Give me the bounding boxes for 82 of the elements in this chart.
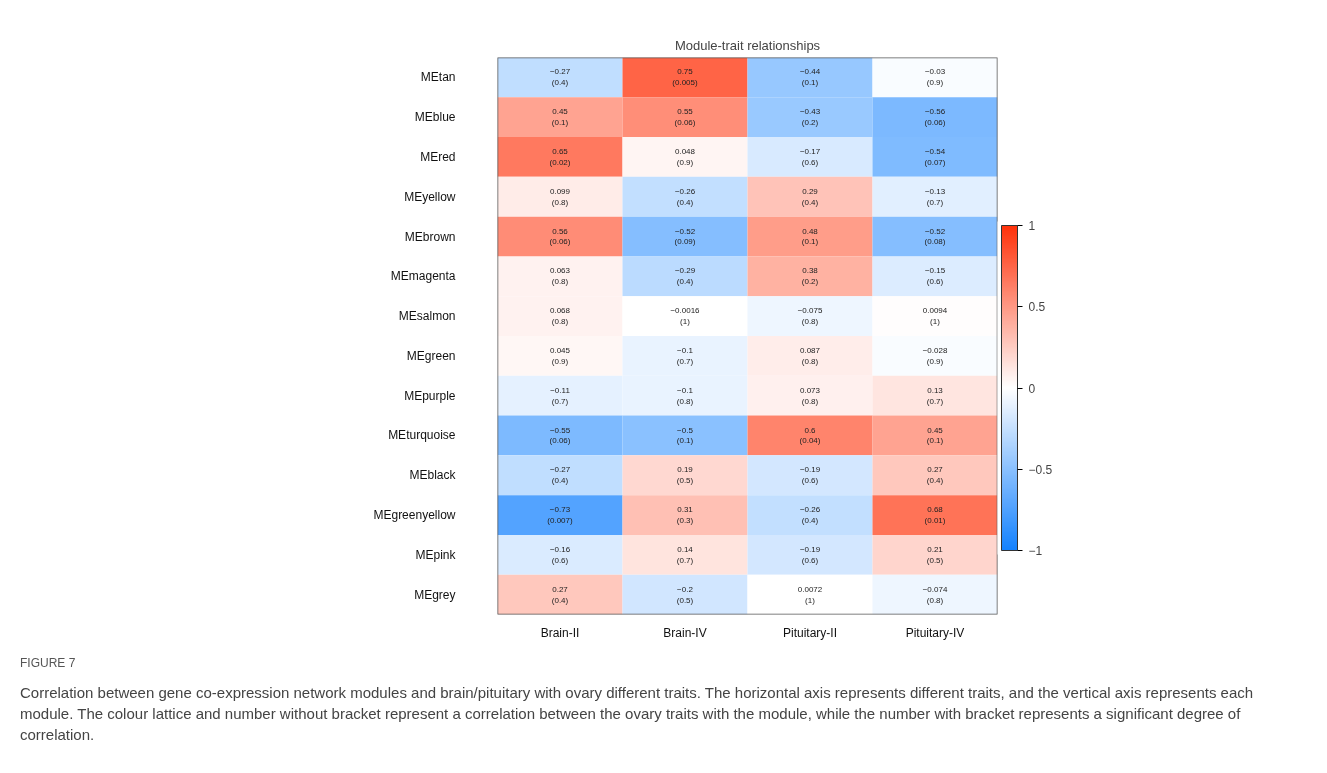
data-label: 0.099 (0.8) (549, 186, 571, 207)
data-label: −0.52 (0.09) (674, 226, 696, 247)
data-label: −0.5 (0.1) (676, 425, 694, 446)
data-label: 0.063 (0.8) (549, 266, 571, 287)
y-tick-label: MEgreenyellow (373, 508, 456, 523)
data-label: −0.55 (0.06) (549, 425, 571, 446)
data-label: −0.0016 (1) (670, 306, 701, 327)
color-bar-label: 0 (1028, 381, 1036, 396)
data-label: 0.56 (0.06) (549, 226, 571, 247)
y-tick-label: MEred (420, 149, 456, 164)
x-tick-label: Brain-IV (663, 625, 707, 640)
data-label: −0.13 (0.7) (924, 186, 946, 207)
chart-title: Module-trait relationships (674, 37, 821, 53)
data-label: 0.048 (0.9) (674, 147, 696, 167)
data-label: −0.26 (0.4) (799, 505, 821, 525)
data-label: 0.27 (0.4) (926, 465, 944, 486)
data-label: −0.074 (0.8) (922, 584, 948, 605)
data-label: −0.19 (0.6) (799, 465, 821, 486)
data-label: 0.48 (0.1) (801, 226, 819, 247)
data-label: 0.19 (0.5) (676, 465, 694, 486)
data-label: −0.44 (0.1) (799, 67, 821, 88)
data-label: 0.31 (0.3) (676, 505, 694, 525)
data-label: 0.13 (0.7) (926, 385, 944, 406)
data-label: 0.073 (0.8) (799, 385, 821, 406)
data-label: 0.0072 (1) (797, 584, 823, 605)
data-label: −0.54 (0.07) (924, 147, 946, 167)
data-label: 0.68 (0.01) (924, 505, 946, 525)
data-label: −0.1 (0.8) (676, 385, 694, 406)
data-label: −0.29 (0.4) (674, 266, 696, 287)
data-label: −0.27 (0.4) (549, 67, 571, 88)
data-label: 0.087 (0.8) (799, 345, 821, 366)
data-label: −0.1 (0.7) (676, 345, 694, 366)
text: Correlation between gene co-expression network modules and brain/pituitary with ovary different traits. The horizontal axis represents different traits, and the vertical axis represents each module. The colour lattice and number without bracket represent a correlation between the ovary traits with the module, while the number with bracket represents a significant degree of correlation. (20, 683, 1255, 746)
data-label: 0.75 (0.005) (672, 67, 699, 88)
y-tick-label: MEbrown (404, 229, 456, 244)
color-bar-label: 0.5 (1028, 300, 1046, 315)
data-label: −0.11 (0.7) (550, 385, 571, 406)
data-label: −0.028 (0.9) (922, 345, 948, 366)
data-label: 0.55 (0.06) (674, 107, 696, 128)
color-bar-label: 1 (1028, 219, 1036, 233)
data-label: 0.0094 (1) (922, 306, 948, 327)
data-label: 0.45 (0.1) (926, 425, 944, 446)
data-label: −0.27 (0.4) (549, 465, 571, 486)
x-tick-label: Pituitary-II (782, 625, 838, 640)
data-label: −0.52 (0.08) (924, 226, 946, 247)
y-tick-label: MEsalmon (398, 309, 456, 324)
y-tick-label: MEmagenta (390, 269, 456, 284)
data-label: 0.21 (0.5) (926, 544, 944, 565)
data-label: 0.38 (0.2) (801, 266, 819, 287)
y-tick-label: MEpink (415, 547, 457, 562)
color-bar-label: −1 (1028, 544, 1043, 558)
data-label: −0.43 (0.2) (799, 107, 821, 128)
y-tick-label: MEyellow (404, 189, 456, 204)
y-tick-label: MEpurple (404, 388, 456, 403)
data-label: −0.56 (0.06) (924, 107, 946, 128)
data-label: 0.6 (0.04) (799, 425, 821, 446)
x-tick-label: Pituitary-IV (905, 625, 965, 640)
data-label: −0.15 (0.6) (924, 266, 946, 287)
y-tick-label: MEgrey (414, 587, 456, 602)
color-bar-label: −0.5 (1028, 462, 1053, 477)
data-label: −0.2 (0.5) (676, 584, 694, 605)
data-label: 0.14 (0.7) (676, 544, 694, 565)
y-tick-label: MEtan (420, 70, 456, 85)
y-tick-label: MEturquoise (388, 428, 456, 443)
y-tick-label: MEgreen (406, 348, 456, 363)
data-label: 0.29 (0.4) (801, 186, 819, 207)
data-label: 0.65 (0.02) (549, 147, 571, 167)
data-label: −0.16 (0.6) (549, 544, 571, 565)
data-label: −0.17 (0.6) (799, 147, 821, 167)
data-label: 0.45 (0.1) (551, 107, 569, 128)
data-label: −0.075 (0.8) (797, 306, 823, 327)
x-tick-label: Brain-II (540, 625, 580, 640)
data-label: −0.03 (0.9) (924, 67, 946, 88)
data-label: 0.068 (0.8) (549, 306, 571, 327)
y-tick-label: MEblack (409, 468, 457, 483)
data-label: 0.27 (0.4) (551, 584, 569, 605)
data-label: 0.045 (0.9) (549, 345, 571, 366)
data-label: −0.73 (0.007) (547, 505, 574, 525)
data-label: −0.26 (0.4) (674, 186, 696, 207)
y-tick-label: MEblue (414, 110, 456, 125)
caption: FIGURE 7 (20, 655, 76, 672)
data-label: −0.19 (0.6) (799, 544, 821, 565)
